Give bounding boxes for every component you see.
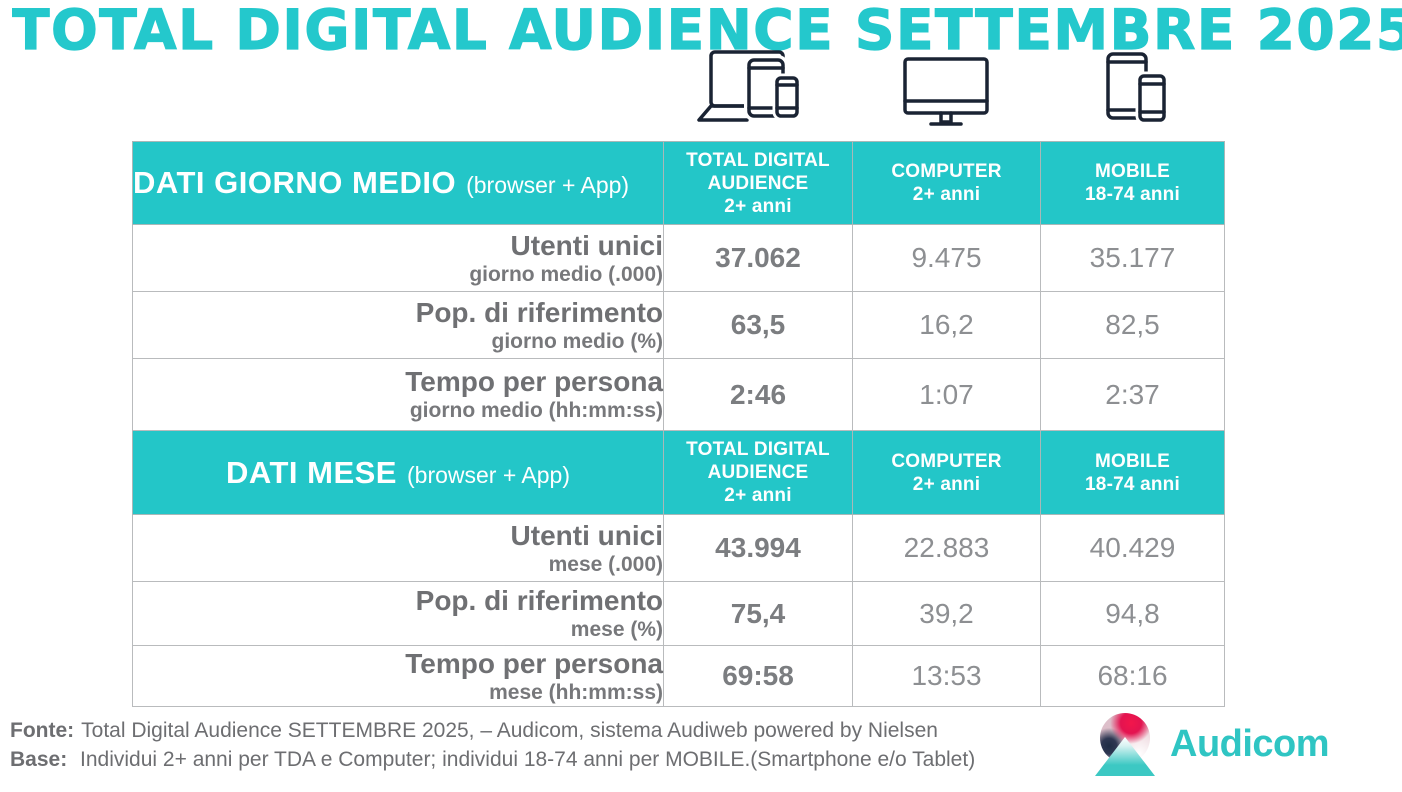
table-row: Utenti unici mese (.000) 43.994 22.883 4…	[132, 514, 1225, 582]
value-cell: 75,4	[663, 581, 853, 646]
row-label-cell: Tempo per persona mese (hh:mm:ss)	[132, 645, 664, 707]
row-sublabel: mese (.000)	[548, 552, 663, 576]
column-header-tda: TOTAL DIGITAL AUDIENCE 2+ anni	[663, 430, 853, 515]
computer-icon	[901, 56, 991, 128]
section-header-mese: DATI MESE (browser + App) TOTAL DIGITAL A…	[132, 430, 1225, 515]
value-cell: 94,8	[1040, 581, 1225, 646]
audicom-logo-icon	[1094, 710, 1158, 778]
row-sublabel: mese (%)	[570, 618, 663, 641]
row-sublabel: giorno medio (hh:mm:ss)	[409, 399, 663, 422]
section-suffix: (browser + App)	[466, 172, 630, 198]
base-text: Individui 2+ anni per TDA e Computer; in…	[74, 748, 976, 771]
fonte-text: Total Digital Audience SETTEMBRE 2025, –…	[81, 719, 938, 742]
section-title-cell: DATI MESE (browser + App)	[132, 430, 664, 515]
audicom-logo: Audicom	[1094, 710, 1330, 778]
section-title: DATI GIORNO MEDIO	[133, 165, 457, 200]
value-cell: 68:16	[1040, 645, 1225, 707]
value-cell: 1:07	[852, 358, 1041, 431]
page-title: TOTAL DIGITAL AUDIENCE SETTEMBRE 2025	[12, 0, 1402, 60]
column-header-computer: COMPUTER 2+ anni	[852, 430, 1041, 515]
value-cell: 40.429	[1040, 514, 1225, 582]
row-label-cell: Pop. di riferimento giorno medio (%)	[132, 291, 664, 359]
column-header-computer: COMPUTER 2+ anni	[852, 141, 1041, 225]
source-notes: Fonte: Total Digital Audience SETTEMBRE 2…	[10, 716, 975, 774]
row-sublabel: giorno medio (.000)	[469, 262, 663, 286]
value-cell: 2:46	[663, 358, 853, 431]
base-label: Base:	[10, 748, 68, 771]
value-cell: 13:53	[852, 645, 1041, 707]
audicom-logo-text: Audicom	[1170, 722, 1330, 765]
value-cell: 35.177	[1040, 224, 1225, 292]
value-cell: 82,5	[1040, 291, 1225, 359]
row-label: Utenti unici	[510, 229, 663, 261]
table-row: Pop. di riferimento giorno medio (%) 63,…	[132, 291, 1225, 359]
value-cell: 63,5	[663, 291, 853, 359]
row-label-cell: Pop. di riferimento mese (%)	[132, 581, 664, 646]
column-header-mobile: MOBILE 18-74 anni	[1040, 430, 1225, 515]
row-label: Pop. di riferimento	[415, 585, 663, 616]
value-cell: 16,2	[852, 291, 1041, 359]
base-line: Base: Individui 2+ anni per TDA e Comput…	[10, 745, 975, 774]
row-sublabel: giorno medio (%)	[491, 329, 664, 353]
value-cell: 2:37	[1040, 358, 1225, 431]
row-label: Tempo per persona	[405, 647, 663, 679]
value-cell: 43.994	[663, 514, 853, 582]
section-suffix: (browser + App)	[407, 461, 570, 488]
tda-devices-icon	[695, 48, 815, 128]
section-header-giorno-medio: DATI GIORNO MEDIO (browser + App) TOTAL D…	[132, 141, 1225, 225]
section-title-cell: DATI GIORNO MEDIO (browser + App)	[132, 141, 664, 225]
row-label-cell: Utenti unici giorno medio (.000)	[132, 224, 664, 292]
row-label: Tempo per persona	[405, 366, 663, 397]
section-title: DATI MESE	[226, 454, 397, 490]
row-label-cell: Utenti unici mese (.000)	[132, 514, 664, 582]
value-cell: 22.883	[852, 514, 1041, 582]
row-label: Pop. di riferimento	[415, 296, 663, 328]
row-label: Utenti unici	[510, 519, 663, 551]
audience-table: DATI GIORNO MEDIO (browser + App) TOTAL D…	[132, 141, 1225, 707]
table-row: Pop. di riferimento mese (%) 75,4 39,2 9…	[132, 581, 1225, 646]
value-cell: 69:58	[663, 645, 853, 707]
table-row: Tempo per persona mese (hh:mm:ss) 69:58 …	[132, 645, 1225, 707]
table-row: Utenti unici giorno medio (.000) 37.062 …	[132, 224, 1225, 292]
value-cell: 37.062	[663, 224, 853, 292]
column-header-mobile: MOBILE 18-74 anni	[1040, 141, 1225, 225]
value-cell: 9.475	[852, 224, 1041, 292]
mobile-icon	[1102, 50, 1172, 130]
fonte-label: Fonte:	[10, 719, 75, 742]
table-row: Tempo per persona giorno medio (hh:mm:ss…	[132, 358, 1225, 431]
fonte-line: Fonte: Total Digital Audience SETTEMBRE 2…	[10, 716, 975, 745]
column-header-tda: TOTAL DIGITAL AUDIENCE 2+ anni	[663, 141, 853, 225]
row-label-cell: Tempo per persona giorno medio (hh:mm:ss…	[132, 358, 664, 431]
row-sublabel: mese (hh:mm:ss)	[489, 680, 663, 704]
value-cell: 39,2	[852, 581, 1041, 646]
